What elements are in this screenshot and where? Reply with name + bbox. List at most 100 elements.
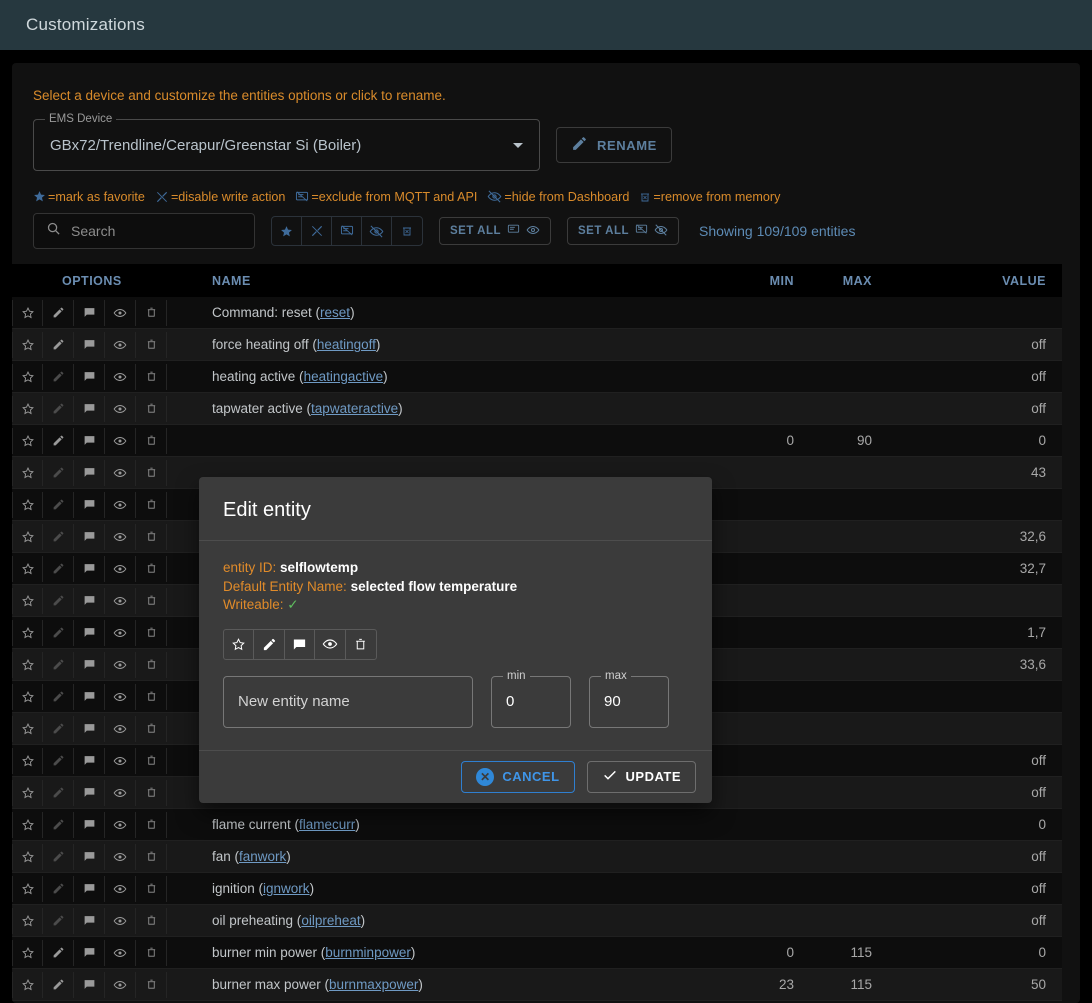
row-eye-icon[interactable] — [105, 299, 136, 326]
row-trash-icon[interactable] — [136, 747, 167, 774]
row-pencil-icon[interactable] — [43, 843, 74, 870]
row-star-icon[interactable] — [12, 907, 43, 934]
row-name[interactable]: tapwater active (tapwateractive) — [212, 401, 403, 416]
row-pencil-icon[interactable] — [43, 299, 74, 326]
row-eye-icon[interactable] — [105, 331, 136, 358]
filter-trash-x-icon[interactable] — [392, 217, 422, 245]
search-input[interactable]: Search — [33, 213, 255, 249]
filter-star-filled-icon[interactable] — [272, 217, 302, 245]
row-pencil-icon[interactable] — [43, 587, 74, 614]
entity-id-link[interactable]: heatingoff — [316, 337, 376, 352]
rename-button[interactable]: RENAME — [556, 127, 672, 163]
row-star-icon[interactable] — [12, 779, 43, 806]
row-eye-icon[interactable] — [105, 683, 136, 710]
table-row[interactable]: heating active (heatingactive) off — [12, 361, 1062, 393]
row-trash-icon[interactable] — [136, 555, 167, 582]
entity-id-link[interactable]: oilpreheat — [301, 913, 361, 928]
row-pencil-icon[interactable] — [43, 971, 74, 998]
row-comment-icon[interactable] — [74, 395, 105, 422]
row-pencil-icon[interactable] — [43, 619, 74, 646]
row-name[interactable]: heating active (heatingactive) — [212, 369, 388, 384]
row-pencil-icon[interactable] — [43, 651, 74, 678]
dialog-trash-icon[interactable] — [346, 630, 376, 659]
row-pencil-icon[interactable] — [43, 395, 74, 422]
entity-id-link[interactable]: flamecurr — [299, 817, 356, 832]
row-eye-icon[interactable] — [105, 811, 136, 838]
min-input[interactable]: min 0 — [491, 669, 571, 728]
row-comment-icon[interactable] — [74, 971, 105, 998]
max-input[interactable]: max 90 — [589, 669, 669, 728]
row-star-icon[interactable] — [12, 299, 43, 326]
row-comment-icon[interactable] — [74, 299, 105, 326]
row-name[interactable]: oil preheating (oilpreheat) — [212, 913, 366, 928]
row-trash-icon[interactable] — [136, 299, 167, 326]
row-star-icon[interactable] — [12, 715, 43, 742]
row-eye-icon[interactable] — [105, 459, 136, 486]
table-row[interactable]: force heating off (heatingoff) off — [12, 329, 1062, 361]
row-star-icon[interactable] — [12, 459, 43, 486]
row-comment-icon[interactable] — [74, 587, 105, 614]
table-row[interactable]: 0 90 0 — [12, 425, 1062, 457]
row-comment-icon[interactable] — [74, 619, 105, 646]
row-trash-icon[interactable] — [136, 523, 167, 550]
row-trash-icon[interactable] — [136, 491, 167, 518]
row-pencil-icon[interactable] — [43, 715, 74, 742]
row-pencil-icon[interactable] — [43, 459, 74, 486]
row-star-icon[interactable] — [12, 555, 43, 582]
row-comment-icon[interactable] — [74, 939, 105, 966]
row-eye-icon[interactable] — [105, 843, 136, 870]
row-comment-icon[interactable] — [74, 555, 105, 582]
row-name[interactable]: ignition (ignwork) — [212, 881, 315, 896]
row-pencil-icon[interactable] — [43, 747, 74, 774]
filter-pencil-off-icon[interactable] — [302, 217, 332, 245]
row-eye-icon[interactable] — [105, 971, 136, 998]
row-comment-icon[interactable] — [74, 843, 105, 870]
entity-id-link[interactable]: ignwork — [263, 881, 310, 896]
row-trash-icon[interactable] — [136, 619, 167, 646]
row-star-icon[interactable] — [12, 939, 43, 966]
row-comment-icon[interactable] — [74, 875, 105, 902]
table-row[interactable]: burner min power (burnminpower) 0 115 0 — [12, 937, 1062, 969]
row-name[interactable]: flame current (flamecurr) — [212, 817, 360, 832]
cancel-button[interactable]: ✕ CANCEL — [461, 760, 575, 793]
filter-comment-off-icon[interactable] — [332, 217, 362, 245]
row-star-icon[interactable] — [12, 587, 43, 614]
row-name[interactable]: burner max power (burnmaxpower) — [212, 977, 423, 992]
row-eye-icon[interactable] — [105, 587, 136, 614]
new-entity-name-input[interactable]: New entity name — [223, 675, 473, 728]
row-trash-icon[interactable] — [136, 811, 167, 838]
row-eye-icon[interactable] — [105, 907, 136, 934]
row-star-icon[interactable] — [12, 747, 43, 774]
row-pencil-icon[interactable] — [43, 363, 74, 390]
row-comment-icon[interactable] — [74, 491, 105, 518]
row-eye-icon[interactable] — [105, 619, 136, 646]
row-pencil-icon[interactable] — [43, 939, 74, 966]
dialog-star-outline-icon[interactable] — [224, 629, 255, 659]
row-eye-icon[interactable] — [105, 939, 136, 966]
row-pencil-icon[interactable] — [43, 427, 74, 454]
row-comment-icon[interactable] — [74, 427, 105, 454]
set-all-hide-button[interactable]: SET ALL — [567, 217, 679, 245]
row-eye-icon[interactable] — [105, 363, 136, 390]
row-eye-icon[interactable] — [105, 395, 136, 422]
row-star-icon[interactable] — [12, 843, 43, 870]
update-button[interactable]: UPDATE — [586, 760, 696, 793]
row-trash-icon[interactable] — [136, 875, 167, 902]
row-star-icon[interactable] — [12, 331, 43, 358]
row-trash-icon[interactable] — [136, 395, 167, 422]
row-comment-icon[interactable] — [74, 363, 105, 390]
row-comment-icon[interactable] — [74, 811, 105, 838]
table-row[interactable]: flame current (flamecurr) 0 — [12, 809, 1062, 841]
row-comment-icon[interactable] — [74, 715, 105, 742]
row-pencil-icon[interactable] — [43, 491, 74, 518]
row-name[interactable]: Command: reset (reset) — [212, 305, 355, 320]
row-eye-icon[interactable] — [105, 715, 136, 742]
row-trash-icon[interactable] — [136, 843, 167, 870]
row-pencil-icon[interactable] — [43, 555, 74, 582]
row-trash-icon[interactable] — [136, 907, 167, 934]
row-pencil-icon[interactable] — [43, 875, 74, 902]
row-pencil-icon[interactable] — [43, 907, 74, 934]
dialog-pencil-icon[interactable] — [254, 629, 285, 659]
row-star-icon[interactable] — [12, 971, 43, 998]
row-comment-icon[interactable] — [74, 331, 105, 358]
